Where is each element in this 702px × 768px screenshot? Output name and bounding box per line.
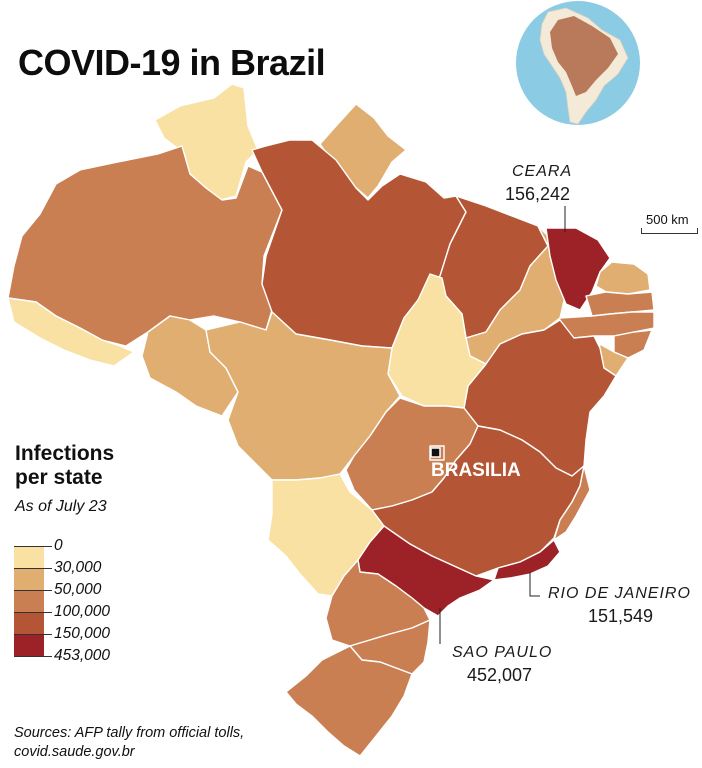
legend-tick-line-1 [14, 568, 52, 569]
legend-title-line2: per state [15, 466, 103, 489]
sources-line2: covid.saude.gov.br [14, 744, 135, 760]
globe-inset [516, 1, 640, 125]
state-parana [325, 559, 431, 647]
ceara-callout-value: 156,242 [505, 184, 570, 204]
saopaulo-callout-value: 452,007 [467, 665, 532, 685]
legend-swatch-4 [14, 612, 44, 634]
state-acre [7, 297, 135, 367]
legend-tick-line-0 [14, 546, 52, 547]
state-rio-grande-do-sul [285, 645, 413, 757]
sources-line1: Sources: AFP tally from official tolls, [14, 725, 245, 741]
legend-title: Infections per state [15, 442, 155, 490]
rio-callout-line [529, 572, 540, 597]
globe-brazil [550, 16, 618, 96]
legend-tick-line-5 [14, 656, 52, 657]
scale-bar [641, 228, 698, 234]
legend-swatch-5 [14, 634, 44, 656]
state-minas-gerais [371, 425, 585, 577]
legend-tick-line-4 [14, 634, 52, 635]
rio-callout-value: 151,549 [588, 606, 653, 626]
legend-swatch-2 [14, 568, 44, 590]
state-espirito-santo [553, 465, 591, 541]
states-layer [7, 83, 655, 757]
legend-scale: 0 30,000 50,000 100,000 150,000 453,000 [14, 537, 174, 670]
brasilia-label: BRASILIA [431, 460, 521, 481]
rio-callout-name: RIO DE JANEIRO [548, 585, 691, 602]
legend-tick-1: 30,000 [54, 559, 102, 576]
legend-swatch-3 [14, 590, 44, 612]
state-rio-de-janeiro [493, 539, 561, 581]
legend-title-line1: Infections [15, 442, 115, 465]
legend-tick-3: 100,000 [54, 603, 111, 620]
legend-tick-line-2 [14, 590, 52, 591]
legend-tick-5: 453,000 [54, 647, 111, 664]
page-title: COVID-19 in Brazil [18, 42, 326, 83]
brasilia-marker [430, 447, 441, 458]
state-rio-grande-do-norte [595, 261, 651, 295]
legend-swatch-1 [14, 546, 44, 568]
legend-tick-2: 50,000 [54, 581, 102, 598]
saopaulo-callout-name: SAO PAULO [452, 644, 552, 661]
legend-subtitle: As of July 23 [15, 498, 107, 515]
state-ceara [545, 227, 611, 311]
legend-tick-4: 150,000 [54, 625, 111, 642]
sources-note: Sources: AFP tally from official tolls, … [14, 724, 314, 762]
ceara-callout-name: CEARA [512, 163, 572, 180]
scale-label: 500 km [646, 212, 689, 227]
legend-tick-0: 0 [54, 537, 63, 554]
legend-tick-line-3 [14, 612, 52, 613]
